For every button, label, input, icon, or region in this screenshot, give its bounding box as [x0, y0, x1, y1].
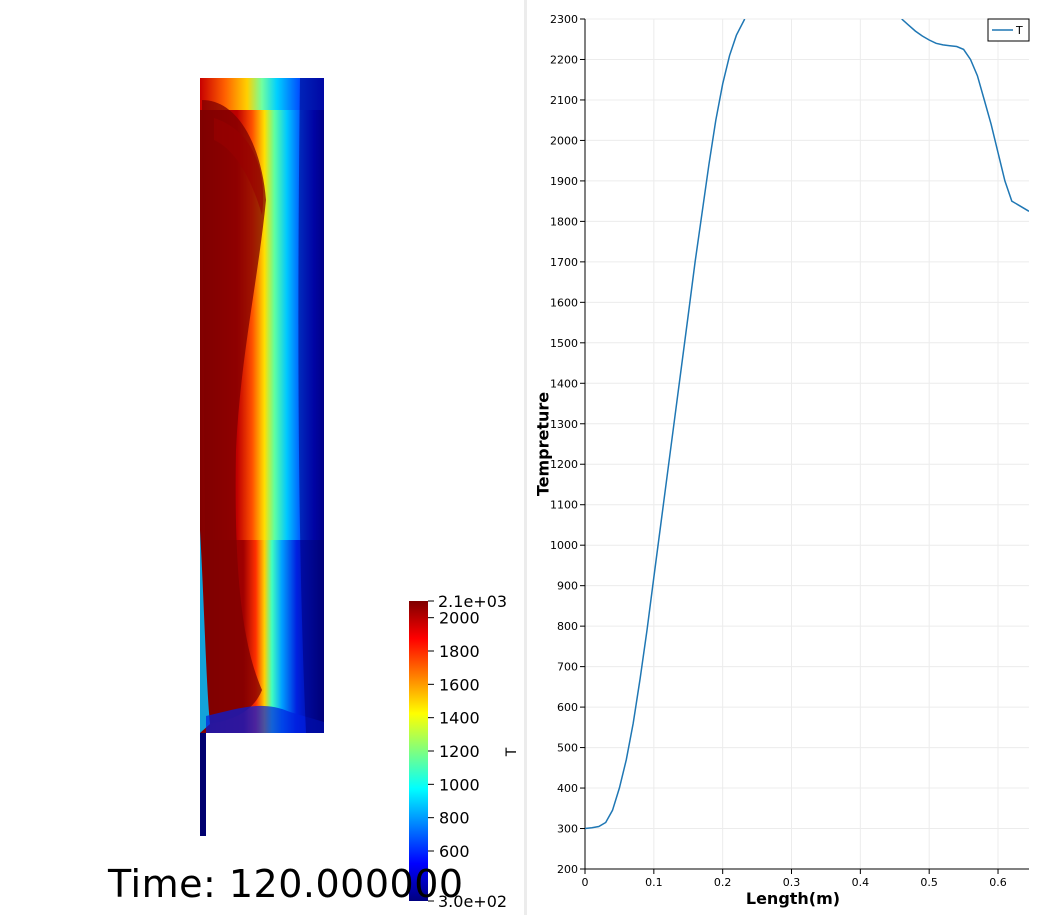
- y-tick-label: 700: [557, 661, 578, 674]
- view-splitter[interactable]: [524, 0, 527, 915]
- x-tick-label: 0.4: [852, 876, 870, 889]
- x-tick-label: 0.3: [783, 876, 801, 889]
- time-annotation: Time: 120.000000: [108, 862, 464, 906]
- render-view-canvas[interactable]: 2000 1800 1600 1400 1200 1000 800 600 2.1e+03 3…: [0, 0, 524, 915]
- scalar-bar-gradient: [409, 601, 428, 901]
- y-tick-label: 300: [557, 823, 578, 836]
- scalar-bar-tick-label: 1400: [439, 709, 480, 728]
- scalar-bar-tick-label: 1600: [439, 675, 480, 694]
- line-chart-canvas[interactable]: 200 300 400 500 600 700 800 900 1000 1100 1200 1300…: [527, 0, 1049, 915]
- scalar-bar-tick-label: 800: [439, 809, 470, 828]
- scalar-bar-min-label: 3.0e+02: [438, 892, 507, 911]
- x-axis-ticks: 0 0.1 0.2 0.3 0.4 0.5 0.6: [582, 869, 1007, 889]
- y-tick-label: 2100: [550, 94, 578, 107]
- series-line-t: [901, 19, 1029, 212]
- bottom-inlet-cold: [200, 530, 210, 733]
- y-tick-label: 1700: [550, 256, 578, 269]
- scalar-bar-tick-label: 600: [439, 842, 470, 861]
- y-tick-label: 1800: [550, 215, 578, 228]
- y-tick-label: 1200: [550, 458, 578, 471]
- y-tick-label: 1500: [550, 337, 578, 350]
- y-tick-label: 2300: [550, 13, 578, 26]
- y-axis-label: Tempreture: [534, 392, 553, 496]
- bottom-edge-band: [206, 705, 324, 733]
- y-tick-label: 1400: [550, 377, 578, 390]
- hot-bulge: [214, 118, 264, 215]
- x-tick-label: 0.5: [920, 876, 938, 889]
- scalar-bar-tick-label: 2000: [439, 609, 480, 628]
- y-tick-label: 1100: [550, 499, 578, 512]
- scalar-bar-tick-label: 1000: [439, 775, 480, 794]
- x-tick-label: 0.1: [645, 876, 663, 889]
- x-tick-label: 0.6: [989, 876, 1007, 889]
- line-chart-panel[interactable]: 200 300 400 500 600 700 800 900 1000 1100 1200 1300…: [527, 0, 1049, 915]
- scalar-bar[interactable]: 2000 1800 1600 1400 1200 1000 800 600 2.1e+03 3…: [409, 592, 520, 911]
- scalar-bar-tick-label: 1800: [439, 642, 480, 661]
- y-tick-label: 600: [557, 701, 578, 714]
- y-tick-label: 1300: [550, 418, 578, 431]
- y-tick-label: 400: [557, 782, 578, 795]
- y-tick-label: 1900: [550, 175, 578, 188]
- chart-legend[interactable]: T: [987, 18, 1030, 42]
- y-tick-label: 800: [557, 620, 578, 633]
- y-axis-ticks: 200 300 400 500 600 700 800 900 1000 1100 1200 1300…: [550, 13, 585, 876]
- y-tick-label: 2000: [550, 134, 578, 147]
- x-axis-label: Length(m): [746, 889, 840, 908]
- hot-core: [202, 100, 266, 724]
- y-tick-label: 1600: [550, 296, 578, 309]
- scalar-bar-max-label: 2.1e+03: [438, 592, 507, 611]
- right-cold-wall: [298, 78, 324, 733]
- x-tick-label: 0.2: [714, 876, 732, 889]
- y-tick-label: 500: [557, 742, 578, 755]
- y-tick-label: 900: [557, 580, 578, 593]
- chart-grid: [584, 18, 1029, 870]
- temperature-field: [200, 78, 324, 836]
- y-tick-label: 1000: [550, 539, 578, 552]
- y-tick-label: 200: [557, 863, 578, 876]
- legend-entry-t: T: [1015, 24, 1023, 37]
- render-view-panel[interactable]: 2000 1800 1600 1400 1200 1000 800 600 2.1e+03 3…: [0, 0, 524, 915]
- x-tick-label: 0: [582, 876, 589, 889]
- scalar-bar-tick-label: 1200: [439, 742, 480, 761]
- inlet-pipe: [200, 733, 206, 836]
- series-line-t: [585, 19, 746, 830]
- chart-axes: [584, 19, 1029, 870]
- y-tick-label: 2200: [550, 53, 578, 66]
- chart-series: [585, 19, 1029, 830]
- scalar-bar-title: T: [504, 747, 520, 757]
